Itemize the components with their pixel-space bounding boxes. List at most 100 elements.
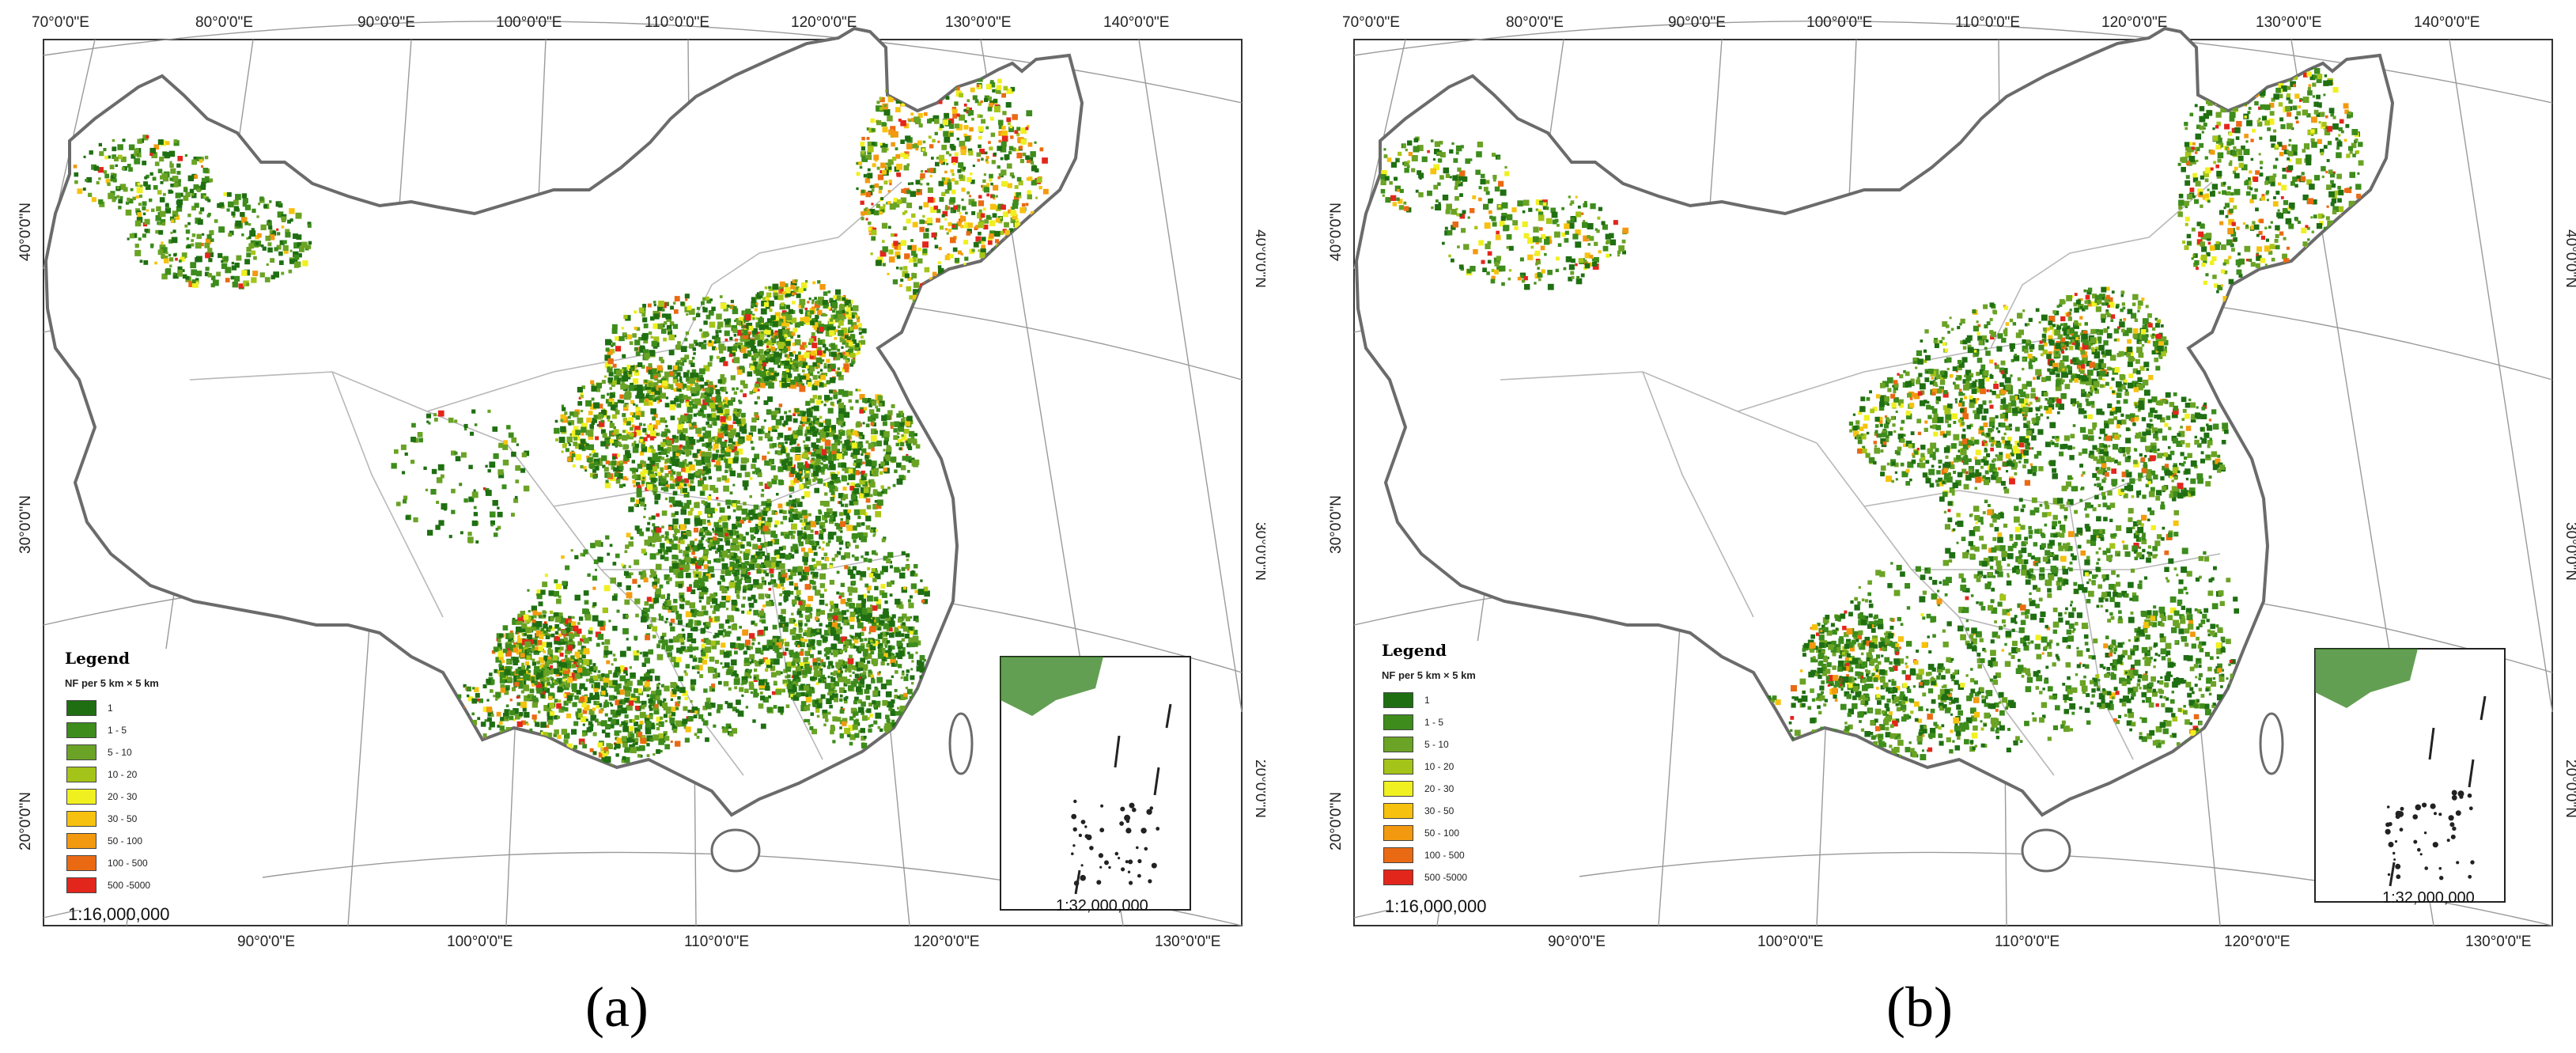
density-cell (924, 590, 930, 597)
density-cell (646, 434, 650, 438)
density-cell (805, 366, 809, 369)
density-cell (800, 282, 808, 289)
density-cell (710, 544, 717, 550)
density-cell (675, 529, 680, 533)
density-cell (1019, 206, 1026, 214)
density-cell (629, 666, 632, 669)
density-cell (486, 678, 491, 684)
density-cell (999, 230, 1004, 236)
density-cell (898, 572, 906, 579)
density-cell (646, 694, 650, 698)
density-cell (656, 727, 660, 731)
density-cell (838, 320, 844, 326)
density-cell (891, 233, 895, 237)
density-cell (679, 536, 683, 540)
density-cell (956, 137, 959, 141)
density-cell (766, 501, 772, 506)
density-cell (603, 650, 609, 656)
density-cell (650, 569, 655, 574)
density-cell (761, 501, 766, 506)
density-cell (605, 445, 609, 449)
density-cell (520, 665, 526, 670)
density-cell (700, 627, 706, 634)
density-cell (673, 599, 678, 604)
density-cell (490, 714, 494, 717)
density-cell (683, 706, 688, 711)
density-cell (633, 484, 636, 487)
density-cell (683, 550, 690, 557)
density-cell (581, 432, 584, 436)
density-cell (647, 456, 652, 461)
density-cell (747, 350, 751, 354)
density-cell (909, 595, 913, 599)
density-cell (875, 511, 881, 517)
density-cell (660, 716, 664, 720)
density-cell (662, 639, 668, 646)
density-cell (774, 316, 780, 321)
density-cell (526, 668, 529, 671)
density-cell (860, 509, 866, 515)
density-cell (613, 672, 617, 676)
density-cell (750, 366, 755, 371)
density-cell (767, 541, 773, 547)
density-cell (1010, 86, 1016, 92)
density-cell (558, 437, 566, 443)
density-cell (905, 616, 911, 622)
density-cell (672, 451, 679, 457)
density-cell (732, 441, 736, 445)
density-cell (796, 589, 801, 595)
density-cell (593, 402, 600, 409)
density-cell (651, 598, 656, 603)
density-cell (742, 596, 746, 600)
density-cell (549, 610, 554, 615)
density-cell (566, 436, 573, 443)
density-cell (771, 509, 777, 515)
density-cell (798, 541, 804, 547)
density-cell (762, 696, 769, 703)
density-cell (752, 458, 757, 463)
density-cell (815, 560, 822, 566)
density-cell (677, 428, 683, 434)
density-cell (581, 702, 587, 707)
density-cell (624, 690, 631, 697)
density-cell (724, 431, 729, 437)
density-cell (993, 184, 999, 191)
density-cell (879, 142, 883, 146)
density-cell (531, 714, 537, 720)
density-cell (678, 502, 683, 507)
density-cell (676, 657, 682, 663)
density-cell (683, 428, 688, 434)
density-cell (736, 579, 742, 585)
density-cell (766, 343, 772, 349)
density-cell (815, 314, 819, 320)
density-cell (1001, 169, 1007, 176)
density-cell (716, 709, 721, 714)
density-cell (717, 704, 723, 710)
density-cell (600, 685, 607, 691)
province-boundary (553, 474, 839, 507)
density-cell (808, 534, 814, 540)
density-cell (932, 271, 937, 277)
density-cell (690, 700, 693, 703)
density-cell (736, 541, 743, 547)
density-cell (818, 666, 821, 669)
density-cell (649, 436, 655, 441)
density-cell (654, 500, 659, 505)
density-cell (644, 718, 650, 724)
density-cell (585, 443, 589, 447)
density-cell (612, 626, 618, 631)
density-cell (874, 585, 879, 591)
density-cell (728, 687, 732, 691)
density-cell (842, 355, 848, 360)
density-cell (624, 747, 630, 753)
density-cell (900, 240, 906, 246)
density-cell (815, 531, 819, 535)
density-cell (766, 498, 771, 503)
density-cell (867, 168, 871, 172)
density-cell (752, 719, 756, 723)
density-cell (658, 475, 663, 480)
density-cell (837, 501, 841, 504)
density-cell (1030, 161, 1035, 165)
density-cell (836, 570, 840, 574)
density-cell (721, 515, 728, 522)
